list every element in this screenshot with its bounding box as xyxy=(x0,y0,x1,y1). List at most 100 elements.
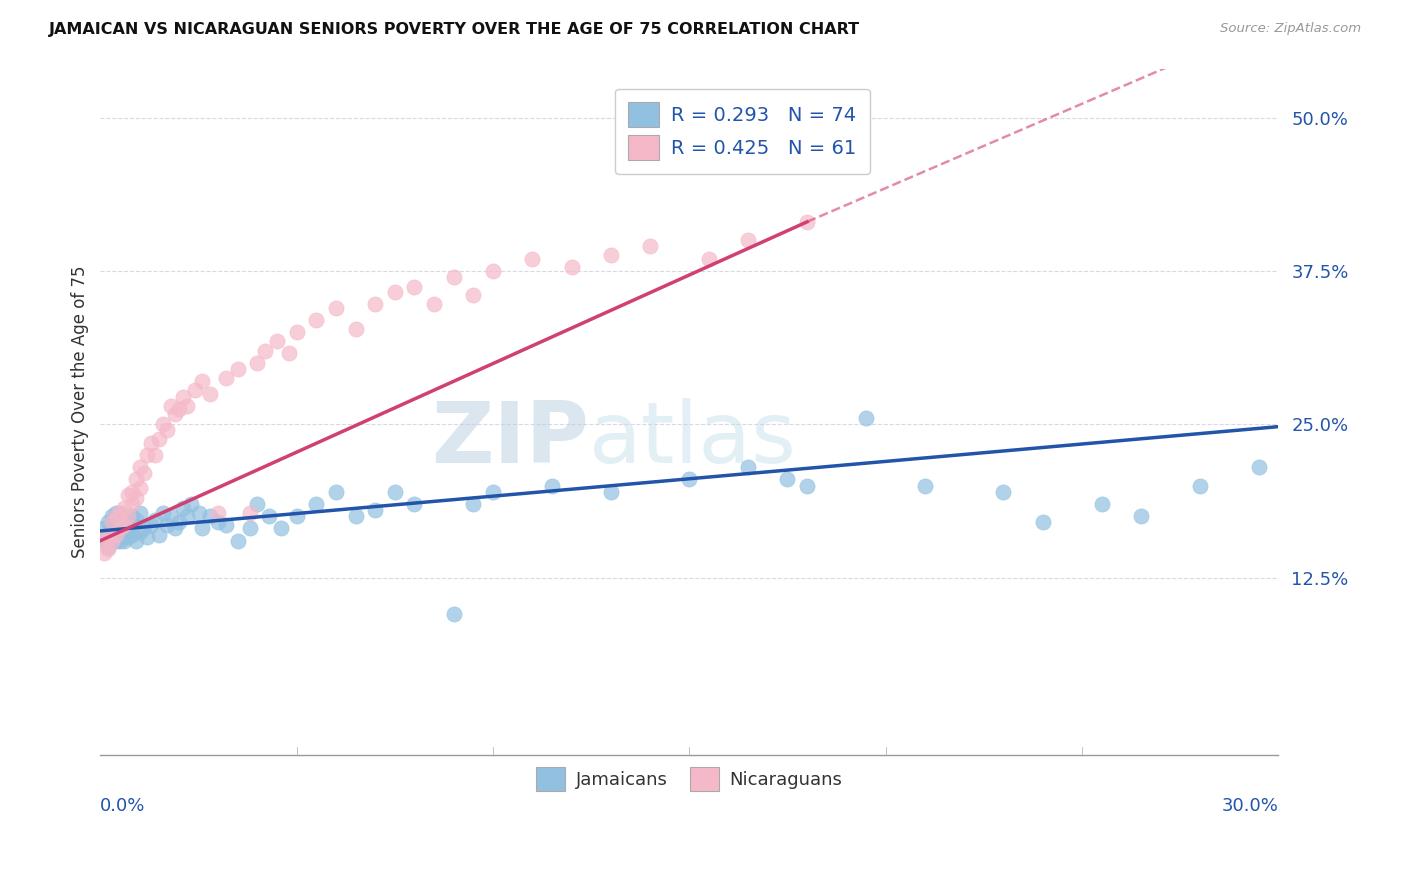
Point xyxy=(270,521,292,535)
Point xyxy=(404,497,426,511)
Point xyxy=(238,521,260,535)
Point xyxy=(207,516,229,530)
Point xyxy=(215,370,238,384)
Point xyxy=(257,509,280,524)
Point xyxy=(108,506,131,520)
Point xyxy=(384,285,406,299)
Point xyxy=(482,264,505,278)
Point xyxy=(136,530,159,544)
Point xyxy=(246,497,269,511)
Point xyxy=(128,481,150,495)
Point xyxy=(200,509,222,524)
Point xyxy=(117,509,139,524)
Point xyxy=(344,321,367,335)
Point xyxy=(105,517,128,532)
Text: JAMAICAN VS NICARAGUAN SENIORS POVERTY OVER THE AGE OF 75 CORRELATION CHART: JAMAICAN VS NICARAGUAN SENIORS POVERTY O… xyxy=(49,22,860,37)
Point xyxy=(160,509,183,524)
Point xyxy=(1247,460,1270,475)
Point xyxy=(167,516,190,530)
Point xyxy=(285,325,308,339)
Point xyxy=(423,297,446,311)
Point xyxy=(108,533,131,548)
Point xyxy=(141,517,163,532)
Text: ZIP: ZIP xyxy=(432,398,589,481)
Point xyxy=(176,399,198,413)
Legend: Jamaicans, Nicaraguans: Jamaicans, Nicaraguans xyxy=(529,760,849,797)
Point xyxy=(148,432,170,446)
Point xyxy=(226,362,249,376)
Point xyxy=(482,484,505,499)
Point xyxy=(215,517,238,532)
Text: atlas: atlas xyxy=(589,398,797,481)
Point xyxy=(160,399,183,413)
Point xyxy=(191,521,214,535)
Point xyxy=(180,497,202,511)
Point xyxy=(97,527,120,541)
Point xyxy=(117,530,139,544)
Point xyxy=(172,390,194,404)
Point xyxy=(112,513,135,527)
Point xyxy=(246,356,269,370)
Text: 0.0%: 0.0% xyxy=(100,797,146,814)
Point xyxy=(737,233,759,247)
Point xyxy=(266,334,288,348)
Point xyxy=(101,533,124,548)
Point xyxy=(101,509,124,524)
Point xyxy=(522,252,544,266)
Point xyxy=(737,460,759,475)
Point xyxy=(105,506,128,520)
Point xyxy=(226,533,249,548)
Text: 30.0%: 30.0% xyxy=(1222,797,1278,814)
Point xyxy=(125,533,148,548)
Text: Source: ZipAtlas.com: Source: ZipAtlas.com xyxy=(1220,22,1361,36)
Point xyxy=(93,533,115,548)
Point xyxy=(207,506,229,520)
Point xyxy=(238,506,260,520)
Point xyxy=(560,260,582,275)
Point xyxy=(599,484,621,499)
Point xyxy=(117,521,139,535)
Point xyxy=(93,546,115,560)
Point xyxy=(112,517,135,532)
Point xyxy=(108,506,131,520)
Point xyxy=(121,484,143,499)
Point xyxy=(914,478,936,492)
Point xyxy=(141,435,163,450)
Point xyxy=(121,527,143,541)
Point xyxy=(93,521,115,535)
Point xyxy=(443,607,465,622)
Point xyxy=(101,521,124,535)
Point xyxy=(364,503,387,517)
Point xyxy=(152,506,174,520)
Point xyxy=(163,521,186,535)
Point xyxy=(1129,509,1152,524)
Point xyxy=(128,506,150,520)
Point xyxy=(443,270,465,285)
Point xyxy=(128,525,150,540)
Point xyxy=(143,448,166,462)
Point xyxy=(796,215,818,229)
Point xyxy=(855,411,877,425)
Point xyxy=(163,408,186,422)
Point xyxy=(796,478,818,492)
Point xyxy=(697,252,720,266)
Point xyxy=(148,527,170,541)
Point xyxy=(183,383,205,397)
Point xyxy=(136,448,159,462)
Point xyxy=(167,402,190,417)
Point xyxy=(156,423,179,437)
Point xyxy=(121,497,143,511)
Point xyxy=(285,509,308,524)
Point xyxy=(1090,497,1112,511)
Point xyxy=(638,239,661,253)
Point xyxy=(156,517,179,532)
Point xyxy=(384,484,406,499)
Point xyxy=(121,509,143,524)
Point xyxy=(97,540,120,554)
Point xyxy=(152,417,174,432)
Point xyxy=(108,525,131,540)
Point xyxy=(305,497,328,511)
Point xyxy=(105,509,128,524)
Point xyxy=(97,542,120,557)
Point xyxy=(125,513,148,527)
